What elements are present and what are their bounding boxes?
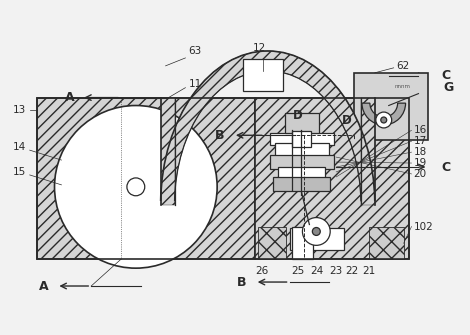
Text: 17: 17 xyxy=(414,136,427,146)
Text: 23: 23 xyxy=(329,266,343,276)
Bar xyxy=(258,227,286,259)
Text: 26: 26 xyxy=(255,266,268,276)
Text: 20: 20 xyxy=(414,169,427,179)
Circle shape xyxy=(55,106,217,268)
Bar xyxy=(273,177,330,191)
Text: 11: 11 xyxy=(188,79,202,89)
Text: C: C xyxy=(441,160,450,174)
Text: 19: 19 xyxy=(414,158,427,168)
Text: D: D xyxy=(342,114,352,127)
Bar xyxy=(369,227,404,259)
Text: 24: 24 xyxy=(311,266,324,276)
Text: 16: 16 xyxy=(414,125,427,135)
Circle shape xyxy=(127,178,145,196)
Text: 18: 18 xyxy=(414,147,427,157)
Bar xyxy=(291,131,311,147)
Polygon shape xyxy=(161,51,375,200)
Bar xyxy=(285,114,319,133)
Circle shape xyxy=(302,217,330,245)
Text: 13: 13 xyxy=(13,106,26,116)
Text: B: B xyxy=(237,276,247,288)
Bar xyxy=(291,227,313,259)
Bar xyxy=(278,167,325,179)
Text: D: D xyxy=(293,109,302,122)
Text: 14: 14 xyxy=(13,142,26,152)
Bar xyxy=(361,97,375,205)
Wedge shape xyxy=(362,103,406,125)
Text: A: A xyxy=(39,279,48,292)
Bar xyxy=(290,228,344,250)
Text: A: A xyxy=(64,91,74,104)
Bar xyxy=(274,143,329,157)
Text: 22: 22 xyxy=(345,266,359,276)
Circle shape xyxy=(381,117,387,123)
Text: 63: 63 xyxy=(188,46,202,56)
Text: 15: 15 xyxy=(13,167,26,177)
Text: 12: 12 xyxy=(253,43,266,53)
Text: 21: 21 xyxy=(362,266,376,276)
Bar xyxy=(354,73,428,140)
Text: nnnm: nnnm xyxy=(394,84,410,89)
Bar xyxy=(270,155,334,169)
Text: 62: 62 xyxy=(397,61,410,71)
Text: C: C xyxy=(441,69,450,82)
Text: B: B xyxy=(215,129,225,142)
Bar xyxy=(255,97,408,259)
Bar xyxy=(270,133,334,145)
Text: 102: 102 xyxy=(414,221,433,231)
Text: 25: 25 xyxy=(291,266,304,276)
Bar xyxy=(161,97,174,205)
Bar xyxy=(243,59,282,91)
Circle shape xyxy=(376,112,392,128)
Bar xyxy=(37,97,255,259)
Text: G: G xyxy=(443,81,454,94)
Circle shape xyxy=(313,227,320,236)
Bar xyxy=(37,97,408,259)
